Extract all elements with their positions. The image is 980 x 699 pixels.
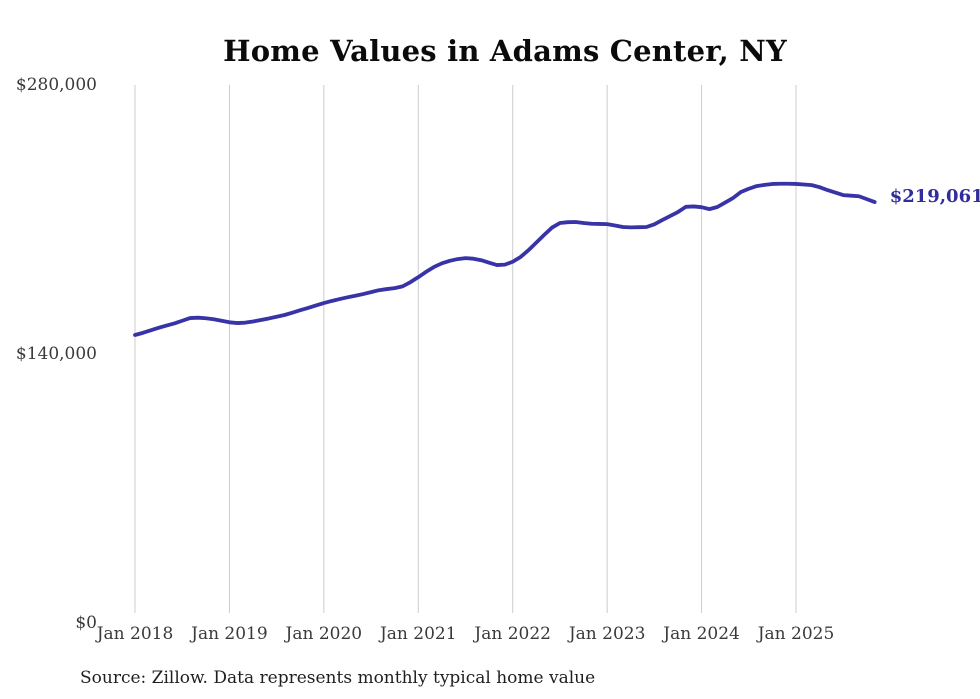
- x-axis-tick-label: Jan 2020: [285, 624, 363, 644]
- home-value-line: [133, 181, 877, 337]
- x-axis-tick-label: Jan 2024: [663, 624, 740, 644]
- x-axis-tick-label: Jan 2025: [757, 624, 835, 644]
- source-note: Source: Zillow. Data represents monthly …: [80, 668, 596, 688]
- x-axis-tick-label: Jan 2019: [191, 624, 268, 644]
- x-axis-tick-label: Jan 2023: [568, 624, 646, 644]
- x-axis-tick-label: Jan 2022: [474, 624, 551, 644]
- y-axis-tick-label: $140,000: [15, 344, 97, 364]
- vertical-gridlines: [134, 85, 797, 613]
- x-axis-tick-label: Jan 2018: [96, 624, 174, 644]
- y-axis-tick-label: $0: [75, 613, 97, 633]
- current-value-label: $219,061: [889, 186, 980, 208]
- chart-title: Home Values in Adams Center, NY: [223, 34, 787, 68]
- x-axis-tick-label: Jan 2021: [379, 624, 457, 644]
- y-axis-tick-label: $280,000: [15, 75, 97, 95]
